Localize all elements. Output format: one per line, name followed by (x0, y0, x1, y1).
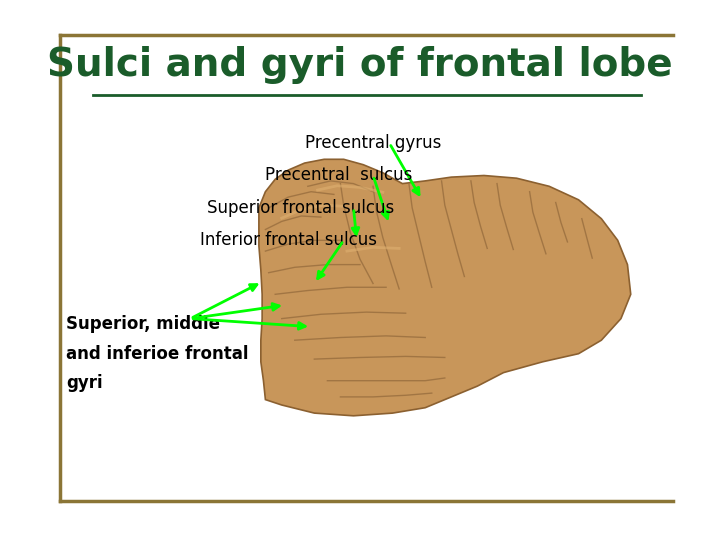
Text: Precentral gyrus: Precentral gyrus (305, 134, 441, 152)
Text: Superior, middle: Superior, middle (66, 315, 220, 333)
Text: Precentral  sulcus: Precentral sulcus (266, 166, 413, 185)
Text: Sulci and gyri of frontal lobe: Sulci and gyri of frontal lobe (48, 46, 672, 84)
Text: Inferior frontal sulcus: Inferior frontal sulcus (200, 231, 377, 249)
Polygon shape (259, 159, 631, 416)
Text: gyri: gyri (66, 374, 103, 393)
Text: and inferioe frontal: and inferioe frontal (66, 345, 249, 363)
Text: Superior frontal sulcus: Superior frontal sulcus (207, 199, 394, 217)
